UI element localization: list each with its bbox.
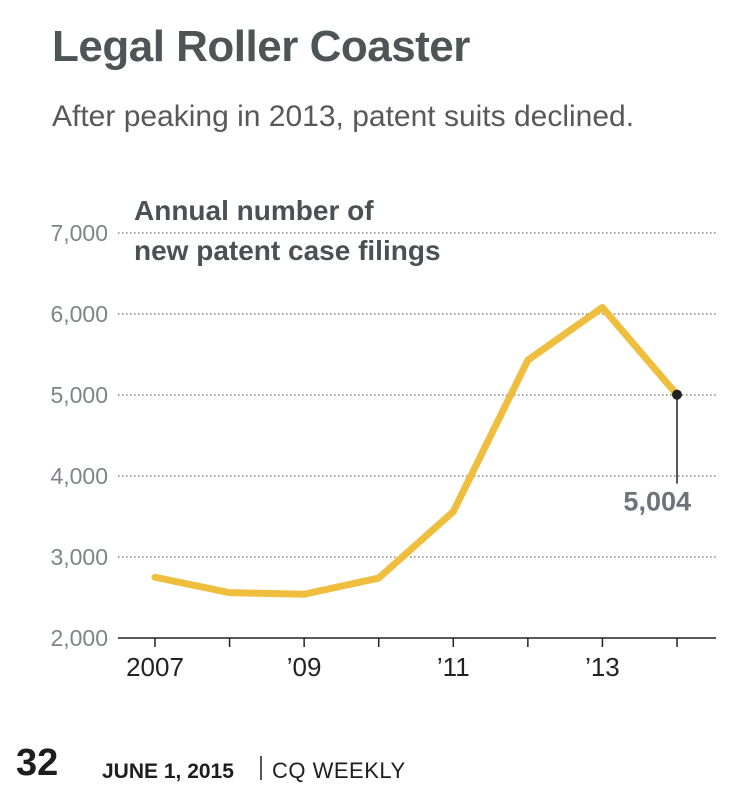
y-tick-label: 4,000 xyxy=(50,463,108,489)
chart-subtitle: After peaking in 2013, patent suits decl… xyxy=(52,100,635,133)
chart-title: Legal Roller Coaster xyxy=(52,22,470,71)
line-chart: 2,000 3,000 4,000 5,000 6,000 7,000 2007 ’09 ’11… xyxy=(50,195,716,682)
annotation-label: 5,004 xyxy=(623,487,691,517)
x-tick-label: 2007 xyxy=(126,652,184,682)
annotation-marker xyxy=(672,389,682,400)
x-tick-label: ’09 xyxy=(287,652,322,682)
x-tick-label: ’13 xyxy=(585,652,620,682)
publication-date: JUNE 1, 2015 xyxy=(102,760,234,783)
plot-title-line: Annual number of xyxy=(134,195,374,226)
page-number: 32 xyxy=(16,742,59,784)
y-tick-label: 2,000 xyxy=(50,625,108,651)
y-tick-label: 5,000 xyxy=(50,382,108,408)
y-tick-label: 7,000 xyxy=(50,220,108,246)
x-tick-label: ’11 xyxy=(437,652,470,682)
publication-name: CQ WEEKLY xyxy=(272,758,406,783)
series-line-filings xyxy=(151,304,681,598)
y-tick-label: 3,000 xyxy=(50,544,108,570)
footer-divider xyxy=(260,756,262,780)
plot-title-line: new patent case filings xyxy=(134,235,441,266)
y-tick-label: 6,000 xyxy=(50,301,108,327)
